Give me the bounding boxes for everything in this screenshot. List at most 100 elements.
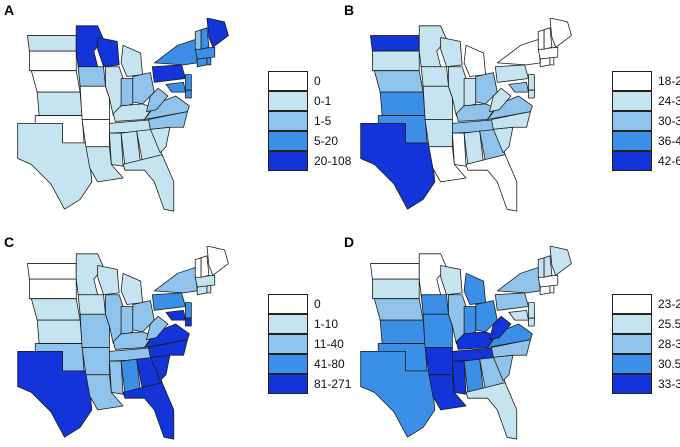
legend-label: 36-42	[658, 134, 680, 148]
state-oh	[475, 72, 498, 105]
state-mn	[75, 25, 104, 68]
legend-label: 1-5	[314, 114, 332, 128]
state-ms	[452, 360, 467, 395]
state-wv	[146, 315, 169, 341]
legend-item: 18-24	[612, 71, 680, 91]
state-me	[549, 18, 572, 48]
legend-item: 81-271	[268, 374, 388, 394]
panel-label: B	[344, 2, 355, 18]
state-in	[463, 78, 477, 109]
state-ia	[420, 66, 449, 87]
state-ia	[77, 294, 106, 315]
legend-swatch	[268, 151, 308, 171]
state-ms	[109, 132, 124, 167]
state-oh	[132, 300, 155, 333]
legend-label: 23-25.5	[658, 297, 680, 311]
state-sd	[28, 50, 77, 72]
legend-label: 41-80	[314, 357, 345, 371]
state-nd	[370, 263, 420, 280]
state-la	[85, 146, 124, 183]
panel-label: C	[4, 234, 15, 250]
state-me	[206, 18, 229, 48]
legend-swatch	[612, 111, 652, 131]
legend-swatch	[612, 314, 652, 334]
legend-label: 1-10	[314, 317, 339, 331]
legend-swatch	[268, 294, 308, 314]
state-wv	[489, 87, 512, 113]
state-ar	[81, 119, 110, 148]
state-mo	[79, 85, 110, 120]
choropleth-map	[17, 18, 229, 212]
state-ma	[537, 274, 559, 288]
legend-item: 42-65.1	[612, 151, 680, 171]
state-vt	[194, 257, 202, 278]
legend-item: 23-25.5	[612, 294, 680, 314]
state-de	[528, 317, 535, 327]
state-la	[428, 146, 467, 183]
state-mn	[418, 25, 447, 68]
legend-item: 30-36	[612, 111, 680, 131]
state-mi	[120, 44, 143, 77]
state-ma	[537, 46, 559, 60]
state-ne	[373, 70, 424, 93]
legend-item: 30.5-33	[612, 354, 680, 374]
state-wv	[489, 315, 512, 341]
state-in	[120, 306, 134, 337]
state-tx	[17, 122, 93, 210]
legend-label: 11-40	[314, 337, 344, 351]
legend-swatch	[612, 71, 652, 91]
legend-item: 1-10	[268, 314, 388, 334]
state-wv	[146, 87, 169, 113]
state-nj	[185, 302, 192, 319]
state-pa	[494, 292, 529, 311]
state-la	[428, 374, 467, 411]
state-mo	[422, 85, 453, 120]
state-nh	[543, 27, 553, 50]
legend-swatch	[268, 91, 308, 111]
state-sd	[372, 50, 420, 72]
state-la	[85, 374, 124, 411]
state-fl	[122, 382, 175, 440]
state-pa	[151, 292, 186, 311]
legend-label: 30.5-33	[658, 357, 680, 371]
state-oh	[475, 300, 498, 333]
state-mi	[120, 272, 143, 305]
state-ks	[379, 319, 426, 344]
state-ia	[420, 294, 449, 315]
state-de	[185, 317, 192, 327]
state-nh	[200, 255, 210, 278]
state-me	[206, 246, 229, 276]
state-sd	[372, 278, 420, 300]
legend-label: 18-24	[658, 74, 680, 88]
state-nj	[528, 302, 535, 319]
state-ne	[373, 298, 424, 321]
legend-item: 41-80	[268, 354, 388, 374]
state-ny	[496, 39, 541, 66]
legend-item: 0	[268, 71, 388, 91]
state-mi	[463, 272, 486, 305]
state-ks	[379, 91, 426, 116]
state-vt	[537, 29, 545, 50]
state-fl	[122, 154, 175, 212]
panel-label: D	[344, 234, 355, 250]
legend-item: 28-30.5	[612, 334, 680, 354]
choropleth-map	[17, 246, 229, 440]
state-sd	[28, 278, 77, 300]
legend-item: 1-5	[268, 111, 388, 131]
state-ne	[30, 298, 81, 321]
state-de	[185, 89, 192, 99]
state-pa	[494, 64, 529, 83]
state-md	[165, 310, 186, 321]
state-ia	[77, 66, 106, 87]
legend-label: 30-36	[658, 114, 680, 128]
legend-label: 33-35.1	[658, 377, 680, 391]
state-mn	[418, 253, 447, 296]
legend-label: 20-108	[314, 154, 352, 168]
state-mi	[463, 44, 486, 77]
state-tx	[360, 122, 436, 210]
legend-item: 11-40	[268, 334, 388, 354]
state-mo	[422, 313, 453, 348]
legend-label: 0	[314, 297, 321, 311]
legend-label: 0-1	[314, 94, 332, 108]
state-ar	[424, 119, 453, 148]
